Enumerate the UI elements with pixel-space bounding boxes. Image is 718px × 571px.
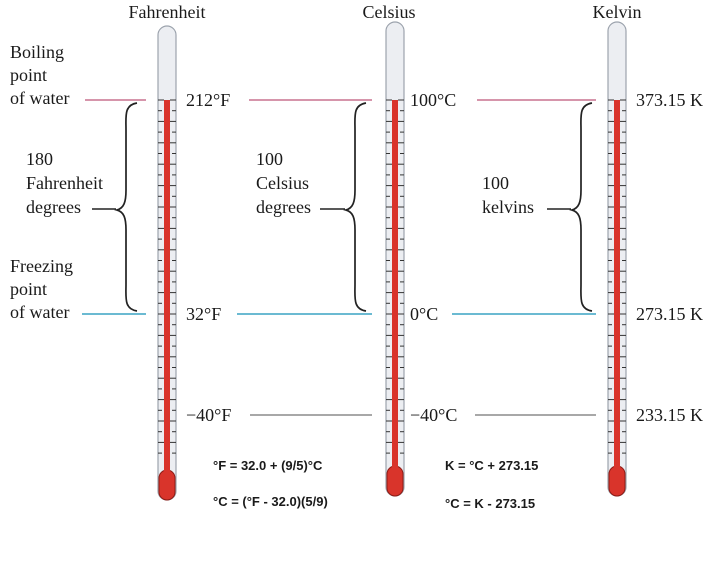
fahrenheit-mercury xyxy=(164,100,170,490)
fahrenheit-freezing-label: 32°F xyxy=(186,304,221,324)
boiling-label-line-3: of water xyxy=(10,88,69,108)
celsius-freezing-label: 0°C xyxy=(410,304,438,324)
celsius-interval-unit: Celsius xyxy=(256,173,309,193)
fahrenheit-boiling-label: 212°F xyxy=(186,90,230,110)
celsius-ticks xyxy=(386,99,404,454)
celsius-interval-brace xyxy=(342,102,367,312)
freezing-label-line-3: of water xyxy=(10,302,69,322)
celsius-boiling-label: 100°C xyxy=(410,90,456,110)
kelvin-thermometer xyxy=(607,21,627,497)
celsius-interval-value: 100 xyxy=(256,149,283,169)
freezing-label-line-2: point xyxy=(10,279,47,299)
kelvin-mercury xyxy=(614,100,620,486)
fahrenheit-thermometer xyxy=(157,25,177,501)
celsius-thermometer xyxy=(385,21,405,497)
celsius-mercury xyxy=(392,100,398,486)
boiling-label-line-2: point xyxy=(10,65,47,85)
celsius-interval-word: degrees xyxy=(256,197,311,217)
formula-f-from-c: °F = 32.0 + (9/5)°C xyxy=(213,458,323,473)
kelvin-interval-brace xyxy=(568,102,593,312)
kelvin-ticks xyxy=(608,99,626,454)
fahrenheit-ticks xyxy=(158,99,176,454)
fahrenheit-neg40-label: −40°F xyxy=(186,405,231,425)
formula-k-from-c: K = °C + 273.15 xyxy=(445,458,538,473)
kelvin-boiling-label: 373.15 K xyxy=(636,90,703,110)
fahrenheit-interval-unit: Fahrenheit xyxy=(26,173,103,193)
kelvin-interval-word: kelvins xyxy=(482,197,534,217)
freezing-label-line-1: Freezing xyxy=(10,256,73,276)
celsius-neg40-label: −40°C xyxy=(410,405,457,425)
celsius-title: Celsius xyxy=(362,2,415,22)
boiling-label-line-1: Boiling xyxy=(10,42,64,62)
kelvin-title: Kelvin xyxy=(593,2,642,22)
fahrenheit-interval-word: degrees xyxy=(26,197,81,217)
formula-c-from-k: °C = K - 273.15 xyxy=(445,496,535,511)
fahrenheit-interval-brace xyxy=(113,102,138,312)
fahrenheit-title: Fahrenheit xyxy=(129,2,206,22)
kelvin-interval-value: 100 xyxy=(482,173,509,193)
fahrenheit-interval-value: 180 xyxy=(26,149,53,169)
kelvin-freezing-label: 273.15 K xyxy=(636,304,703,324)
formula-c-from-f: °C = (°F - 32.0)(5/9) xyxy=(213,494,328,509)
kelvin-neg40-label: 233.15 K xyxy=(636,405,703,425)
